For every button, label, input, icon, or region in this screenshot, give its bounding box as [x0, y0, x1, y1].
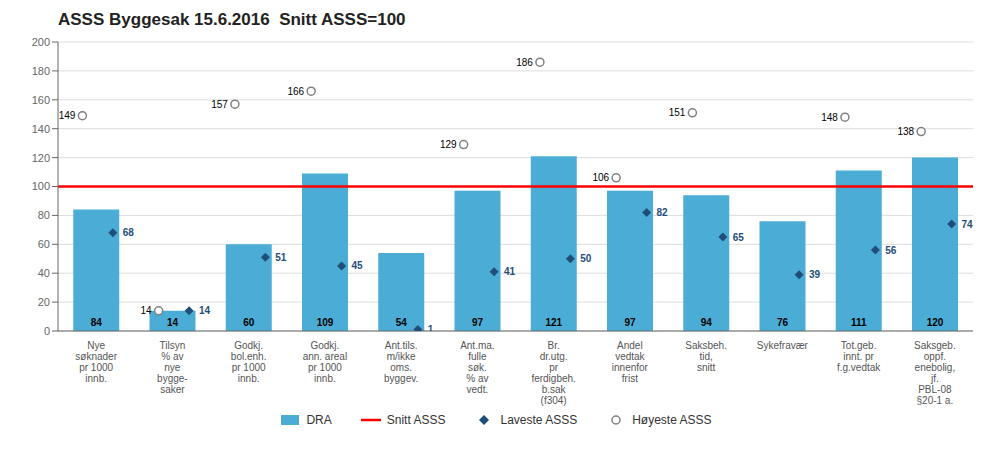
svg-text:51: 51: [275, 252, 287, 263]
svg-text:20: 20: [38, 296, 50, 308]
svg-text:97: 97: [624, 317, 636, 328]
svg-text:157: 157: [211, 99, 228, 110]
svg-text:Tilsyn% avnyebygge-saker: Tilsyn% avnyebygge-saker: [157, 340, 188, 395]
svg-text:180: 180: [32, 65, 50, 77]
svg-text:Br.dr.utg.prferdigbeh.b.sak(f3: Br.dr.utg.prferdigbeh.b.sak(f304): [531, 340, 575, 406]
svg-text:14: 14: [141, 305, 153, 316]
svg-text:80: 80: [38, 209, 50, 221]
svg-text:84: 84: [91, 317, 103, 328]
svg-text:106: 106: [592, 172, 609, 183]
svg-text:120: 120: [32, 152, 50, 164]
svg-text:111: 111: [851, 317, 867, 328]
svg-text:45: 45: [352, 260, 364, 271]
html-text:Snitt ASSS: Snitt ASSS: [386, 413, 446, 427]
svg-text:40: 40: [38, 267, 50, 279]
svg-text:54: 54: [396, 317, 408, 328]
svg-text:1: 1: [428, 324, 434, 331]
svg-text:60: 60: [243, 317, 255, 328]
svg-text:200: 200: [32, 36, 50, 48]
svg-text:56: 56: [885, 245, 897, 256]
html-text:DRA: DRA: [306, 413, 332, 427]
svg-text:Godkj.ann. arealpr 1000innb.: Godkj.ann. arealpr 1000innb.: [303, 340, 347, 384]
svg-text:129: 129: [440, 139, 457, 150]
svg-text:Sykefravær: Sykefravær: [757, 340, 809, 351]
svg-text:160: 160: [32, 94, 50, 106]
svg-text:94: 94: [701, 317, 713, 328]
svg-text:Andelvedtakinnenforfrist: Andelvedtakinnenforfrist: [612, 340, 649, 384]
svg-text:Ant.tils.m/ikkeoms.byggev.: Ant.tils.m/ikkeoms.byggev.: [384, 340, 418, 384]
svg-text:166: 166: [287, 86, 304, 97]
html-text:ASSS Byggesak 15.6.2016 Snitt: ASSS Byggesak 15.6.2016 Snitt ASSS=100: [58, 10, 406, 29]
svg-text:Godkj.bol.enh.pr 1000innb.: Godkj.bol.enh.pr 1000innb.: [231, 340, 267, 384]
svg-text:148: 148: [821, 112, 838, 123]
svg-text:39: 39: [809, 269, 821, 280]
svg-text:14: 14: [167, 317, 179, 328]
svg-text:82: 82: [657, 207, 669, 218]
svg-text:100: 100: [32, 180, 50, 192]
svg-text:120: 120: [927, 317, 944, 328]
svg-text:Saksbeh.tid,snitt: Saksbeh.tid,snitt: [685, 340, 727, 373]
svg-text:109: 109: [317, 317, 334, 328]
svg-text:Nyesøknaderpr 1000innb.: Nyesøknaderpr 1000innb.: [75, 340, 117, 384]
svg-text:Tot.geb.innt. prf.g.vedtak: Tot.geb.innt. prf.g.vedtak: [837, 340, 881, 373]
svg-text:121: 121: [545, 317, 562, 328]
svg-text:Ant.ma.fullesøk.% avvedt.: Ant.ma.fullesøk.% avvedt.: [460, 340, 494, 395]
svg-text:50: 50: [580, 253, 592, 264]
svg-text:14: 14: [199, 305, 211, 316]
svg-text:186: 186: [516, 57, 533, 68]
svg-text:149: 149: [59, 110, 76, 121]
svg-text:68: 68: [123, 227, 135, 238]
svg-text:151: 151: [669, 107, 686, 118]
svg-text:97: 97: [472, 317, 484, 328]
svg-text:74: 74: [962, 219, 974, 230]
svg-text:138: 138: [897, 126, 914, 137]
svg-text:76: 76: [777, 317, 789, 328]
svg-text:Saksgeb.oppf.enebolig,jf.PBL-0: Saksgeb.oppf.enebolig,jf.PBL-08§20-1 a.: [914, 340, 956, 406]
svg-text:0: 0: [44, 325, 50, 337]
svg-text:140: 140: [32, 123, 50, 135]
html-text:Laveste ASSS: Laveste ASSS: [500, 413, 578, 427]
html-text:Høyeste ASSS: Høyeste ASSS: [632, 413, 712, 427]
svg-text:41: 41: [504, 266, 516, 277]
svg-text:65: 65: [733, 232, 745, 243]
svg-text:60: 60: [38, 238, 50, 250]
